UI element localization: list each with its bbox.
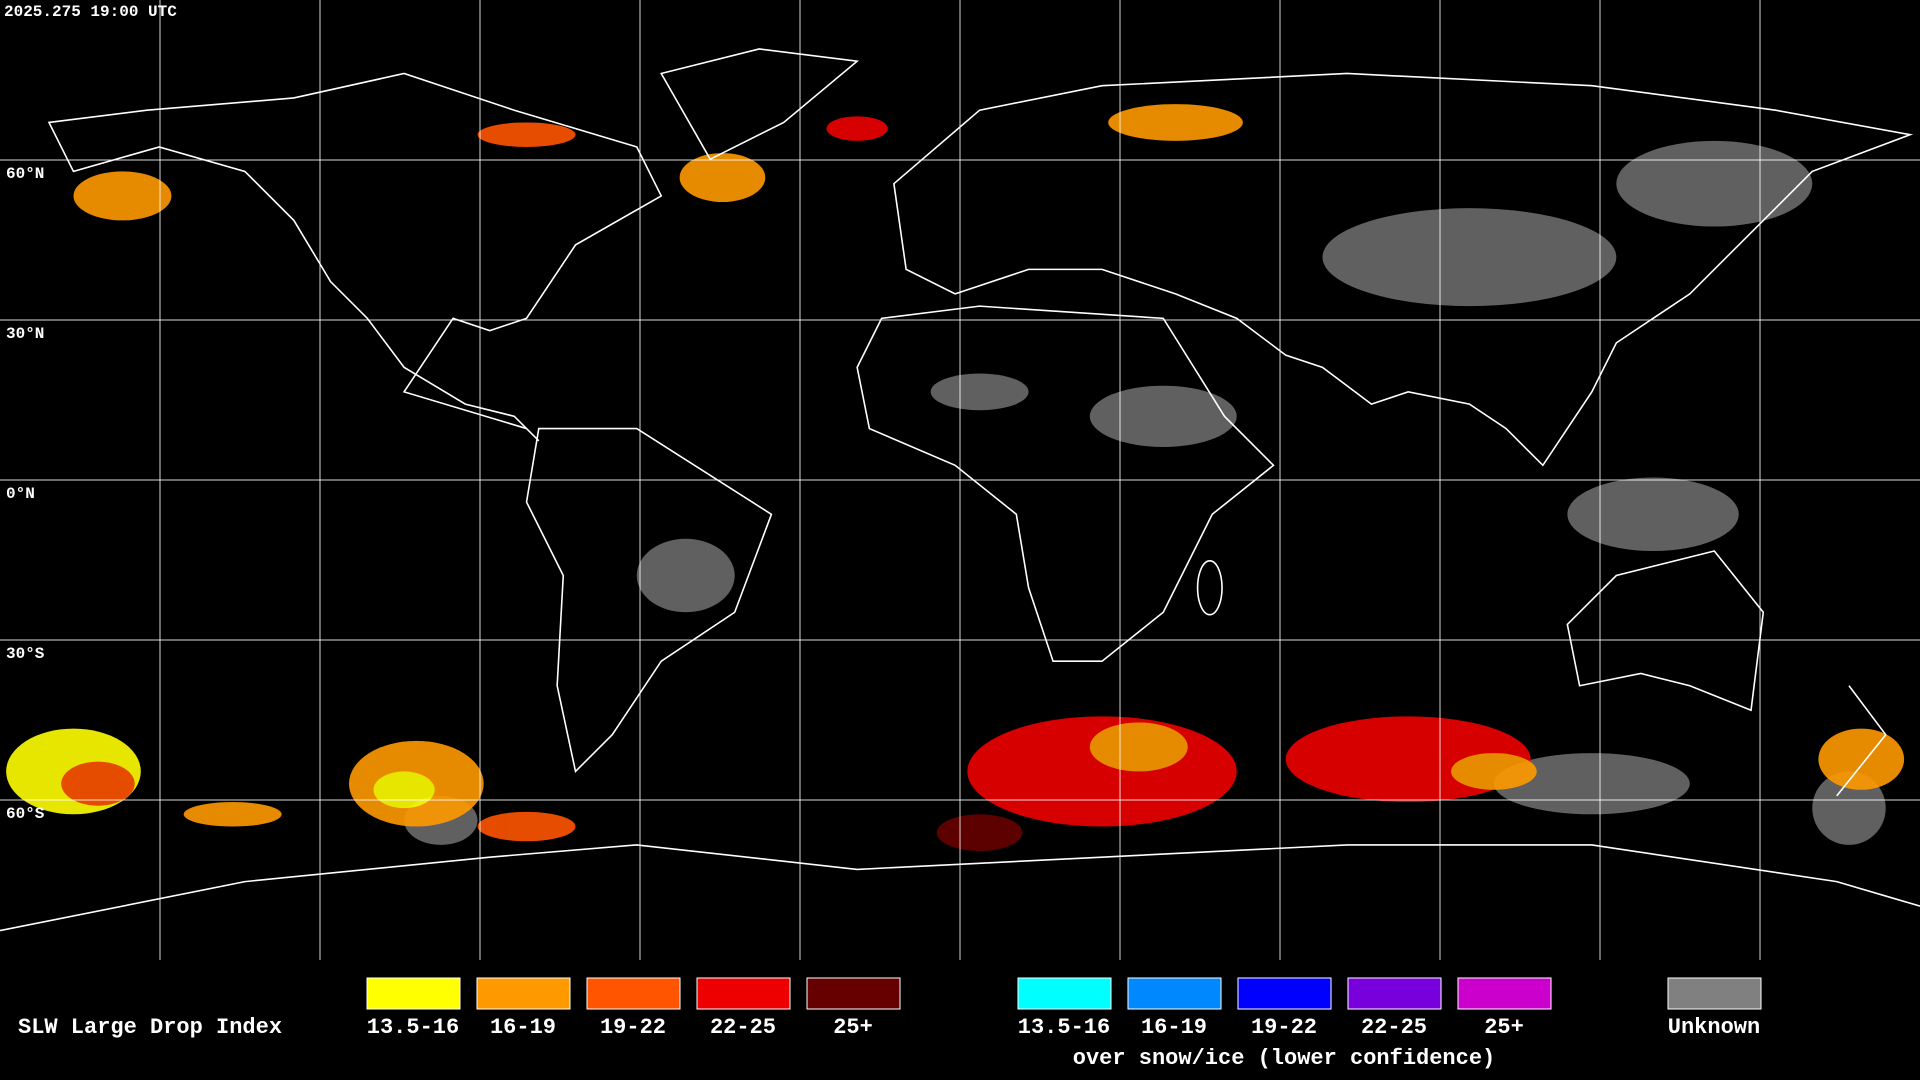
latitude-label: 30°N: [6, 325, 44, 343]
legend-label: 22-25: [1361, 1015, 1427, 1040]
legend-label: 19-22: [1251, 1015, 1317, 1040]
legend-swatch: [696, 977, 791, 1010]
legend-label: 19-22: [600, 1015, 666, 1040]
legend-swatch: [1347, 977, 1442, 1010]
world-map: [0, 0, 1920, 961]
legend-swatch: [1667, 977, 1762, 1010]
legend-label: 25+: [1484, 1015, 1524, 1040]
legend-title: SLW Large Drop Index: [18, 1015, 282, 1040]
latitude-label: 30°S: [6, 645, 45, 663]
latitude-label: 60°S: [6, 805, 45, 823]
legend-label: 16-19: [490, 1015, 556, 1040]
legend-label: 22-25: [710, 1015, 776, 1040]
legend-swatch: [586, 977, 681, 1010]
legend-swatch: [1237, 977, 1332, 1010]
legend-label: 13.5-16: [1018, 1015, 1110, 1040]
latitude-label: 60°N: [6, 165, 44, 183]
latitude-labels: 60°N 30°N 0°N 30°S 60°S: [6, 165, 45, 823]
latitude-label: 0°N: [6, 485, 35, 503]
legend-swatch: [806, 977, 901, 1010]
legend: 13.5-16 16-19 19-22 22-25 25+ 13.5-16 16-19 19-…: [366, 977, 1762, 1040]
legend-swatch: [1127, 977, 1222, 1010]
legend-swatch: [366, 977, 461, 1010]
graticule: [0, 0, 1920, 961]
legend-swatch: [476, 977, 571, 1010]
snow-ice-caption: over snow/ice (lower confidence): [1073, 1046, 1495, 1071]
legend-label: Unknown: [1668, 1015, 1760, 1040]
timestamp: 2025.275 19:00 UTC: [4, 3, 177, 21]
data-patches: [6, 104, 1905, 852]
legend-label: 16-19: [1141, 1015, 1207, 1040]
legend-label: 25+: [833, 1015, 873, 1040]
legend-swatch: [1457, 977, 1552, 1010]
legend-swatch: [1017, 977, 1112, 1010]
legend-label: 13.5-16: [367, 1015, 459, 1040]
